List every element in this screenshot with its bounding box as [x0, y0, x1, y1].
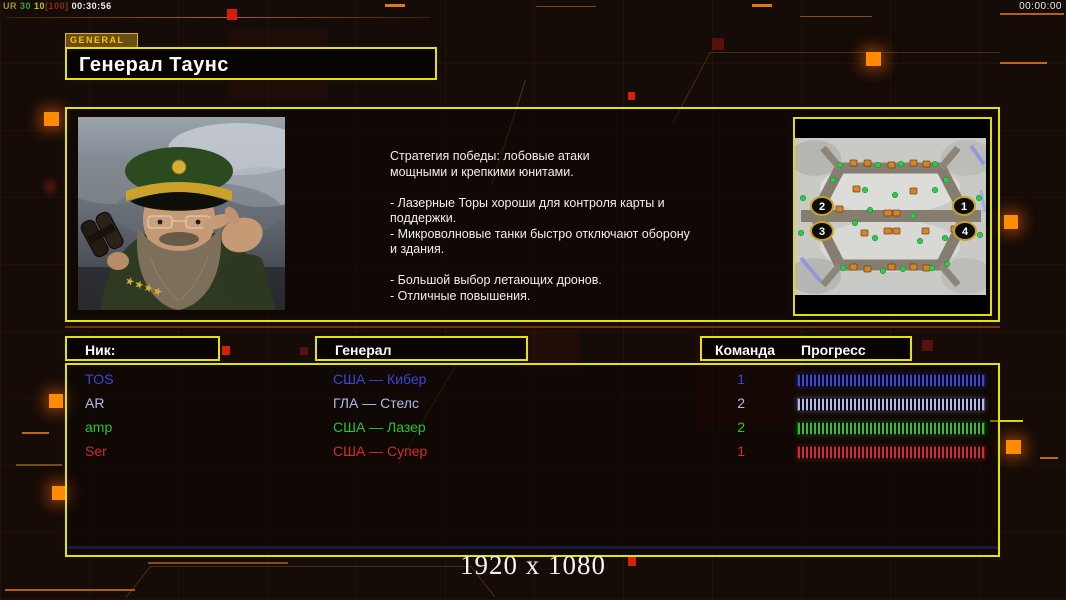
decor-trace — [710, 52, 1000, 53]
decor-line — [385, 4, 405, 7]
status-stat3: [100] — [45, 1, 69, 11]
player-team: 2 — [737, 395, 745, 411]
player-team: 1 — [737, 443, 745, 459]
decor-line — [5, 589, 135, 591]
decor-line — [800, 16, 872, 17]
player-team: 1 — [737, 371, 745, 387]
progress-bar — [797, 374, 985, 387]
general-portrait: ★★★★ — [78, 117, 285, 310]
game-clock: 00:00:00 — [1019, 1, 1062, 12]
player-nick: amp — [85, 419, 113, 435]
decor-trace — [125, 566, 151, 599]
decor-square — [52, 486, 67, 500]
decor-square — [866, 52, 881, 66]
decor-line — [536, 6, 596, 7]
decor-line — [6, 17, 430, 18]
map-preview: 2 1 3 4 — [795, 138, 986, 295]
title-box: Генерал Таунс — [65, 47, 437, 80]
player-table: TOS США — Кибер 1 AR ГЛА — Стелс 2 amp С… — [65, 363, 1000, 557]
map-start-position: 2 — [819, 201, 825, 213]
decor-square — [49, 394, 63, 408]
decor-line — [1000, 62, 1047, 64]
decor-square — [1006, 440, 1021, 454]
network-status: UR 30 10[100] 00:30:56 — [3, 1, 112, 11]
general-header-label: Генерал — [335, 342, 392, 358]
progress-header-label: Прогресс — [801, 342, 866, 358]
decor-square — [922, 340, 933, 351]
resolution-label: 1920 x 1080 — [460, 550, 606, 580]
player-general: США — Кибер — [333, 371, 427, 387]
status-time: 00:30:56 — [71, 1, 112, 11]
page-title: Генерал Таунс — [79, 54, 229, 76]
decor-square — [712, 38, 724, 50]
status-stat2: 10 — [34, 1, 46, 11]
decor-line — [1000, 13, 1064, 15]
player-general: США — Супер — [333, 443, 428, 459]
decor-line — [752, 4, 772, 7]
player-nick: Ser — [85, 443, 107, 459]
player-general: ГЛА — Стелс — [333, 395, 419, 411]
strategy-text: Стратегия победы: лобовые атаки мощными … — [390, 149, 690, 303]
decor-line — [1040, 457, 1058, 459]
map-start-position: 1 — [961, 201, 967, 213]
decor-blue-line — [67, 546, 998, 549]
decor-wash — [40, 176, 60, 198]
team-header-label: Команда — [715, 342, 775, 358]
decor-square — [628, 557, 636, 566]
map-start-position: 3 — [819, 226, 825, 238]
player-nick: AR — [85, 395, 105, 411]
map-start-position: 4 — [962, 226, 969, 238]
briefing-panel: ★★★★ Стратегия победы: лобовые атаки мощ… — [65, 107, 1000, 322]
general-tab: GENERAL — [65, 33, 138, 48]
map-preview-box: 2 1 3 4 — [793, 117, 992, 316]
player-row: amp США — Лазер 2 — [67, 416, 998, 440]
map-start-positions: 2 1 3 4 — [810, 196, 977, 241]
decor-line — [65, 326, 1000, 328]
decor-square — [1004, 215, 1018, 229]
decor-square — [44, 112, 59, 126]
decor-line — [22, 432, 49, 434]
player-row: Ser США — Супер 1 — [67, 440, 998, 464]
nick-header-label: Ник: — [85, 342, 116, 358]
decor-square — [222, 346, 230, 355]
decor-square — [628, 92, 635, 100]
column-header-team-progress: Команда Прогресс — [700, 336, 912, 361]
progress-bar — [797, 398, 985, 411]
decor-square — [300, 347, 308, 355]
decor-line — [16, 464, 62, 466]
status-stat1: 30 — [20, 1, 32, 11]
decor-trace — [150, 566, 470, 567]
decor-line — [990, 420, 1023, 422]
player-row: AR ГЛА — Стелс 2 — [67, 392, 998, 416]
player-general: США — Лазер — [333, 419, 426, 435]
player-team: 2 — [737, 419, 745, 435]
decor-line — [148, 562, 288, 564]
decor-square — [227, 9, 237, 20]
status-label: UR — [3, 1, 17, 11]
player-nick: TOS — [85, 371, 114, 387]
progress-bar — [797, 422, 985, 435]
player-row: TOS США — Кибер 1 — [67, 368, 998, 392]
progress-bar — [797, 446, 985, 459]
column-header-general: Генерал — [315, 336, 528, 361]
column-header-nick: Ник: — [65, 336, 220, 361]
